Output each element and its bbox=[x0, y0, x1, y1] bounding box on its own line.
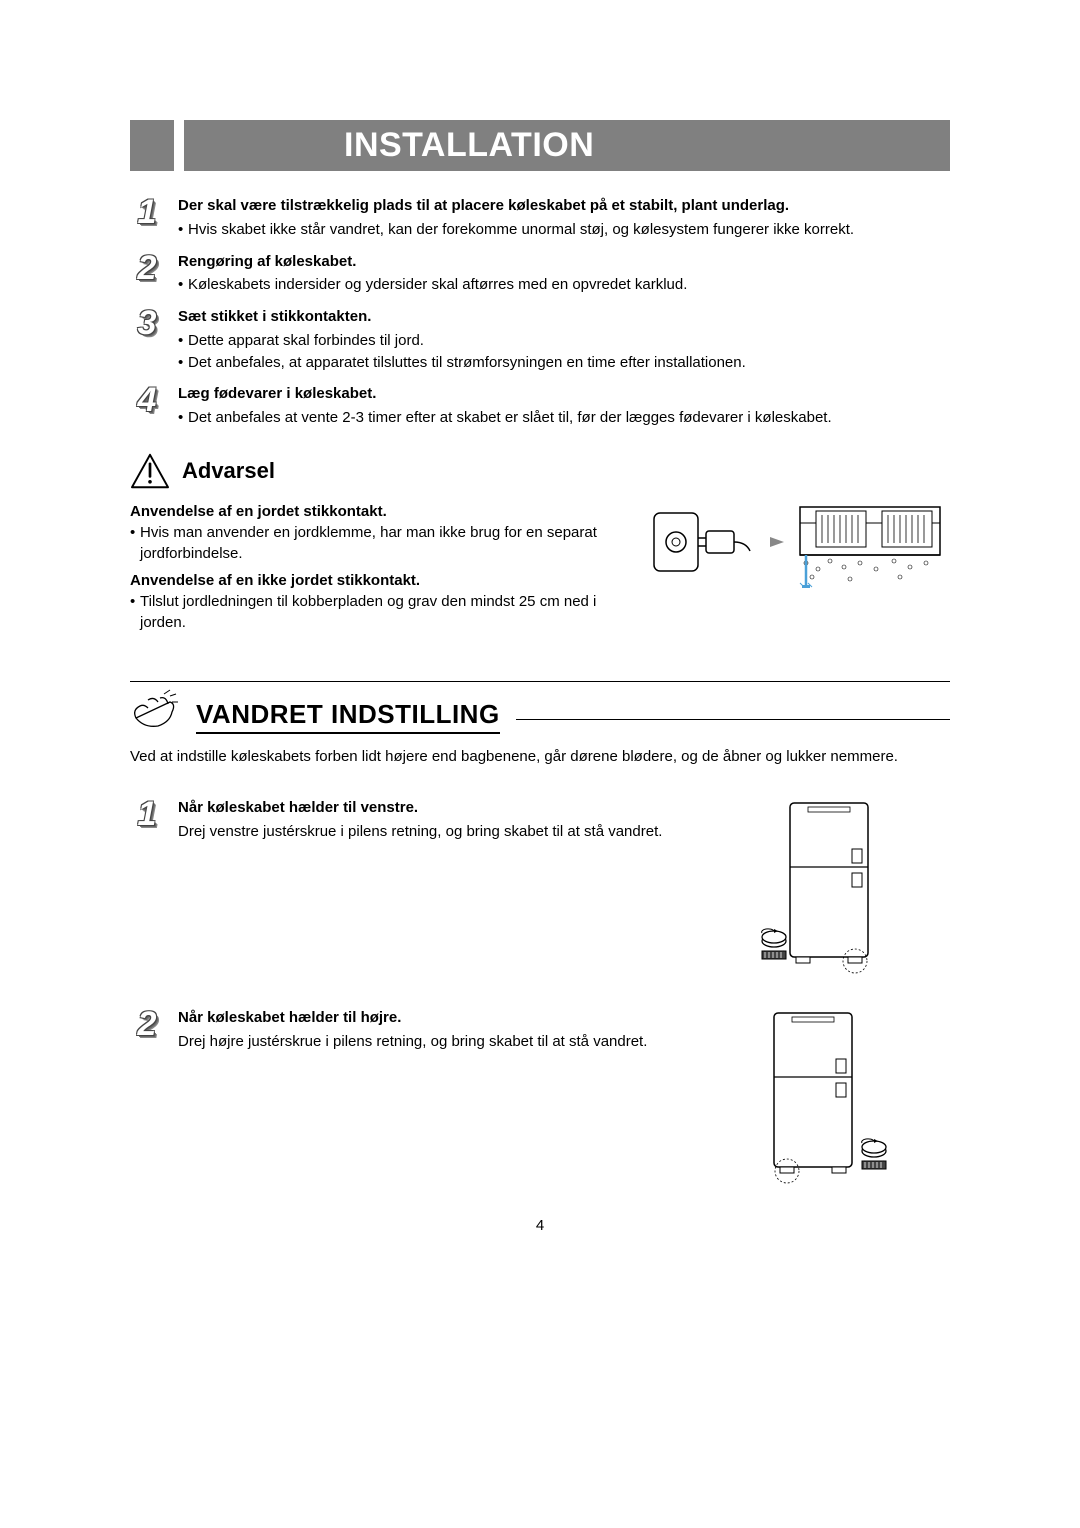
leveling-title-rule bbox=[516, 719, 950, 720]
installation-steps: 1 Der skal være tilstrækkelig plads til … bbox=[130, 195, 950, 429]
warning-columns: Anvendelse af en jordet stikkontakt. Hvi… bbox=[130, 501, 950, 633]
step-title: Rengøring af køleskabet. bbox=[178, 251, 950, 273]
leveling-title: VANDRET INDSTILLING bbox=[196, 699, 500, 734]
warning-line: Hvis man anvender en jordklemme, har man… bbox=[130, 522, 630, 564]
step-title: Sæt stikket i stikkontakten. bbox=[178, 306, 950, 328]
title-square bbox=[130, 120, 174, 171]
warning-subhead-1: Anvendelse af en jordet stikkontakt. bbox=[130, 501, 630, 522]
fridge-tilt-right-icon bbox=[760, 1007, 890, 1187]
leveling-step-1: 1 Når køleskabet hælder til venstre. Dre… bbox=[130, 797, 950, 977]
step-1: 1 Der skal være tilstrækkelig plads til … bbox=[130, 195, 950, 241]
warning-triangle-icon bbox=[130, 453, 170, 489]
step-body: Når køleskabet hælder til højre. Drej hø… bbox=[178, 1007, 740, 1177]
warning-subhead-2: Anvendelse af en ikke jordet stikkontakt… bbox=[130, 570, 630, 591]
step-number: 3 bbox=[130, 306, 164, 373]
fridge-tilt-left-icon bbox=[760, 797, 890, 977]
step-title: Når køleskabet hælder til højre. bbox=[178, 1007, 740, 1029]
step-title: Når køleskabet hælder til venstre. bbox=[178, 797, 740, 819]
step-line: Hvis skabet ikke står vandret, kan der f… bbox=[178, 219, 950, 241]
grounding-diagram-icon bbox=[650, 501, 950, 591]
installation-title: INSTALLATION bbox=[184, 120, 950, 171]
step-2-body: 2 Når køleskabet hælder til højre. Drej … bbox=[130, 1007, 740, 1177]
page-number: 4 bbox=[130, 1217, 950, 1234]
step-line: Køleskabets indersider og ydersider skal… bbox=[178, 274, 950, 296]
leveling-section: VANDRET INDSTILLING Ved at indstille køl… bbox=[130, 681, 950, 1187]
installation-title-bar: INSTALLATION bbox=[130, 120, 950, 171]
step-number: 2 bbox=[130, 1007, 164, 1177]
step-line: Dette apparat skal forbindes til jord. bbox=[178, 330, 950, 352]
warning-header: Advarsel bbox=[130, 453, 950, 489]
hand-adjust-icon bbox=[130, 688, 180, 732]
warning-text: Anvendelse af en jordet stikkontakt. Hvi… bbox=[130, 501, 630, 633]
step-body: Når køleskabet hælder til venstre. Drej … bbox=[178, 797, 740, 967]
step-title: Læg fødevarer i køleskabet. bbox=[178, 383, 950, 405]
step-title: Der skal være tilstrækkelig plads til at… bbox=[178, 195, 950, 217]
step-2: 2 Rengøring af køleskabet. Køleskabets i… bbox=[130, 251, 950, 297]
leveling-intro: Ved at indstille køleskabets forben lidt… bbox=[130, 746, 950, 767]
step-number: 1 bbox=[130, 195, 164, 241]
step-line: Det anbefales at vente 2-3 timer efter a… bbox=[178, 407, 950, 429]
step-body: Sæt stikket i stikkontakten. Dette appar… bbox=[178, 306, 950, 373]
leveling-header: VANDRET INDSTILLING bbox=[130, 681, 950, 732]
step-1-body: 1 Når køleskabet hælder til venstre. Dre… bbox=[130, 797, 740, 967]
step-body: Læg fødevarer i køleskabet. Det anbefale… bbox=[178, 383, 950, 429]
step-number: 4 bbox=[130, 383, 164, 429]
step-number: 2 bbox=[130, 251, 164, 297]
warning-title: Advarsel bbox=[182, 458, 275, 484]
step-3: 3 Sæt stikket i stikkontakten. Dette app… bbox=[130, 306, 950, 373]
step-number: 1 bbox=[130, 797, 164, 967]
step-body: Rengøring af køleskabet. Køleskabets ind… bbox=[178, 251, 950, 297]
step-line: Det anbefales, at apparatet tilsluttes t… bbox=[178, 352, 950, 374]
step-4: 4 Læg fødevarer i køleskabet. Det anbefa… bbox=[130, 383, 950, 429]
warning-line: Tilslut jordledningen til kobberpladen o… bbox=[130, 591, 630, 633]
step-body: Der skal være tilstrækkelig plads til at… bbox=[178, 195, 950, 241]
leveling-step-2: 2 Når køleskabet hælder til højre. Drej … bbox=[130, 1007, 950, 1187]
step-text: Drej højre justérskrue i pilens retning,… bbox=[178, 1033, 647, 1050]
step-text: Drej venstre justérskrue i pilens retnin… bbox=[178, 823, 662, 840]
